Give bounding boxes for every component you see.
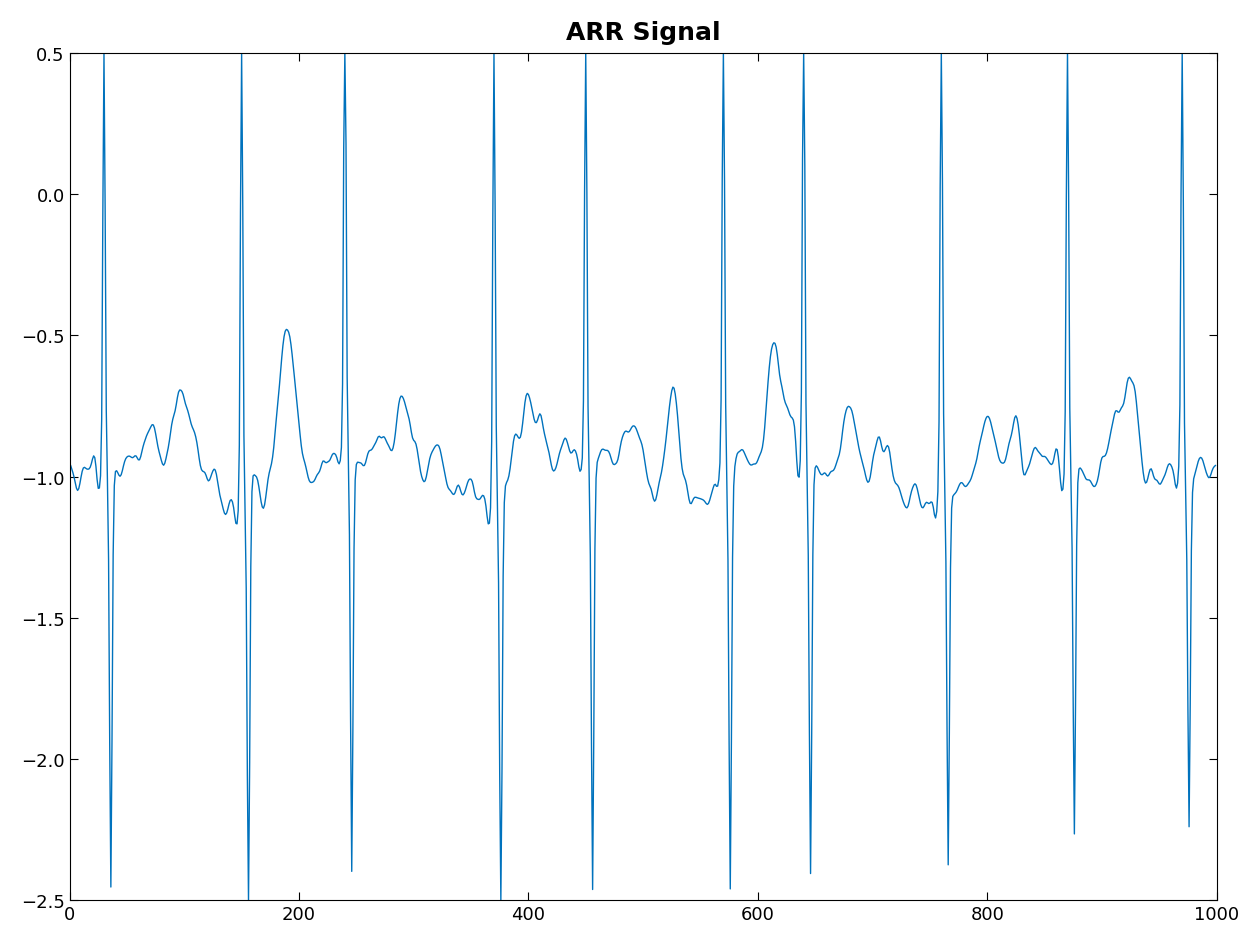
Title: ARR Signal: ARR Signal [566, 21, 721, 44]
